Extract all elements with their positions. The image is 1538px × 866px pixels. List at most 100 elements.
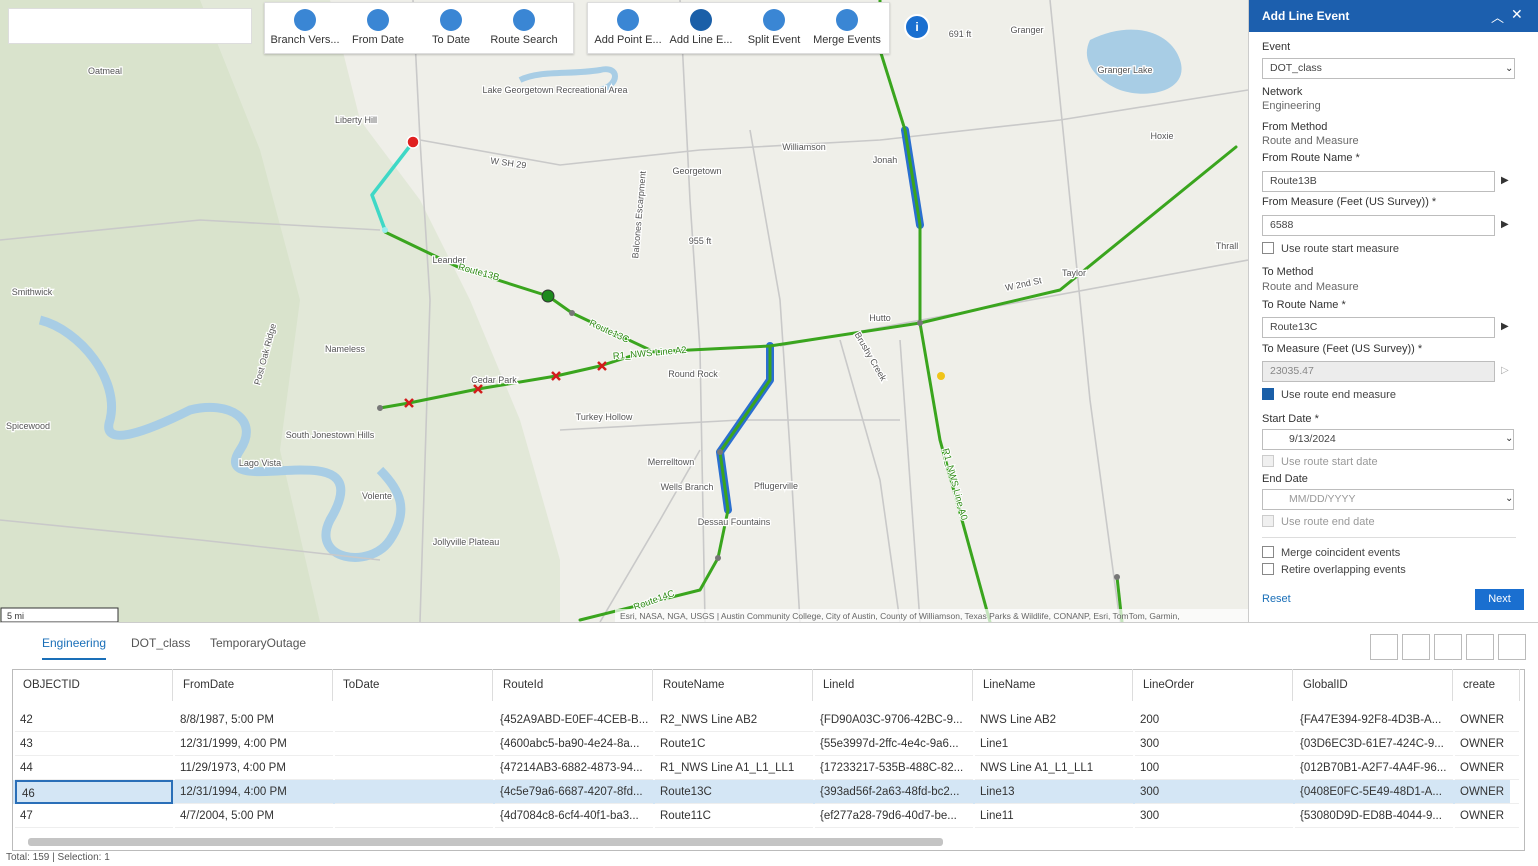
- table-cell[interactable]: [335, 732, 493, 756]
- column-header[interactable]: create: [1453, 669, 1520, 701]
- table-cell[interactable]: {17233217-535B-488C-82...: [815, 756, 973, 780]
- table-cell[interactable]: [335, 780, 493, 804]
- checkbox[interactable]: Use route end measure: [1262, 388, 1396, 402]
- table-cell[interactable]: 12/31/1994, 4:00 PM: [175, 780, 333, 804]
- end-date-input[interactable]: MM/DD/YYYY: [1262, 489, 1514, 510]
- tool-button[interactable]: From Date: [342, 3, 414, 53]
- map[interactable]: Oatmeal Granger Granger Lake Lake Georgetow…: [0, 0, 1248, 622]
- table-cell[interactable]: R1_NWS Line A1_L1_LL1: [655, 756, 813, 780]
- column-header[interactable]: RouteId: [493, 669, 653, 701]
- tool-button[interactable]: Merge Events: [811, 3, 883, 53]
- next-button[interactable]: Next: [1475, 589, 1524, 610]
- table-cell[interactable]: [335, 756, 493, 780]
- table-cell[interactable]: 11/29/1973, 4:00 PM: [175, 756, 333, 780]
- checkbox[interactable]: Merge coincident events: [1262, 546, 1400, 560]
- to-measure-input: 23035.47: [1262, 361, 1495, 382]
- table-cell[interactable]: 300: [1135, 780, 1293, 804]
- table-cell[interactable]: {4600abc5-ba90-4e24-8a...: [495, 732, 653, 756]
- table-cell[interactable]: {4d7084c8-6cf4-40f1-ba3...: [495, 804, 653, 828]
- column-name: RouteId: [503, 679, 544, 691]
- table-cell[interactable]: 200: [1135, 708, 1293, 732]
- table-cell[interactable]: 44: [15, 756, 173, 780]
- event-select[interactable]: DOT_class: [1262, 58, 1515, 79]
- table-cell[interactable]: OWNER: [1455, 780, 1519, 804]
- table-cell[interactable]: Line11: [975, 804, 1133, 828]
- table-tool[interactable]: [1466, 634, 1494, 660]
- tool-button[interactable]: To Date: [415, 3, 487, 53]
- to-route-input[interactable]: Route13C: [1262, 317, 1495, 338]
- collapse-button[interactable]: ︿: [1491, 10, 1505, 25]
- table-cell[interactable]: {452A9ABD-E0EF-4CEB-B...: [495, 708, 653, 732]
- pick-button[interactable]: ▶: [1501, 321, 1509, 332]
- table-cell[interactable]: OWNER: [1455, 708, 1519, 732]
- table-cell[interactable]: [335, 708, 493, 732]
- table-cell[interactable]: NWS Line A1_L1_LL1: [975, 756, 1133, 780]
- table-cell[interactable]: {ef277a28-79d6-40d7-be...: [815, 804, 973, 828]
- table-cell[interactable]: {53080D9D-ED8B-4044-9...: [1295, 804, 1453, 828]
- column-header[interactable]: FromDate: [173, 669, 333, 701]
- tool-button[interactable]: Route Search: [488, 3, 560, 53]
- tab[interactable]: DOT_class: [131, 636, 191, 650]
- table-cell[interactable]: Line1: [975, 732, 1133, 756]
- column-header[interactable]: ToDate: [333, 669, 493, 701]
- reset-button[interactable]: Reset: [1262, 593, 1291, 605]
- table-cell[interactable]: [335, 804, 493, 828]
- column-header[interactable]: GlobalID: [1293, 669, 1453, 701]
- pick-button[interactable]: ▶: [1501, 175, 1509, 186]
- table-cell[interactable]: 43: [15, 732, 173, 756]
- table-cell[interactable]: Route1C: [655, 732, 813, 756]
- tab[interactable]: Engineering: [42, 636, 107, 660]
- table-cell[interactable]: OWNER: [1455, 804, 1519, 828]
- table-cell[interactable]: {03D6EC3D-61E7-424C-9...: [1295, 732, 1453, 756]
- table-cell[interactable]: R2_NWS Line AB2: [655, 708, 813, 732]
- table-cell[interactable]: 47: [15, 804, 173, 828]
- checkbox[interactable]: Retire overlapping events: [1262, 563, 1406, 577]
- info-button[interactable]: [904, 14, 930, 40]
- tool-button[interactable]: Add Point E...: [592, 3, 664, 53]
- table-tool[interactable]: [1370, 634, 1398, 660]
- table-cell[interactable]: Route13C: [655, 780, 813, 804]
- table-tool[interactable]: [1434, 634, 1462, 660]
- tool-button[interactable]: Add Line E...: [665, 3, 737, 53]
- table-cell[interactable]: {012B70B1-A2F7-4A4F-96...: [1295, 756, 1453, 780]
- table-cell[interactable]: {0408E0FC-5E49-48D1-A...: [1295, 780, 1453, 804]
- table-cell[interactable]: OWNER: [1455, 756, 1519, 780]
- start-date-input[interactable]: 9/13/2024: [1262, 429, 1514, 450]
- table-cell[interactable]: 100: [1135, 756, 1293, 780]
- table-cell[interactable]: Line13: [975, 780, 1133, 804]
- table-cell[interactable]: 12/31/1999, 4:00 PM: [175, 732, 333, 756]
- table-cell[interactable]: NWS Line AB2: [975, 708, 1133, 732]
- table-cell[interactable]: {47214AB3-6882-4873-94...: [495, 756, 653, 780]
- table-cell[interactable]: OWNER: [1455, 732, 1519, 756]
- scrollbar[interactable]: [28, 838, 943, 846]
- column-header[interactable]: LineOrder: [1133, 669, 1293, 701]
- table-tool[interactable]: [1402, 634, 1430, 660]
- table-cell[interactable]: 300: [1135, 804, 1293, 828]
- from-measure-input[interactable]: 6588: [1262, 215, 1495, 236]
- checkbox: Use route start date: [1262, 455, 1378, 469]
- table-tool[interactable]: [1498, 634, 1526, 660]
- table-cell[interactable]: {4c5e79a6-6687-4207-8fd...: [495, 780, 653, 804]
- table-cell[interactable]: 46: [15, 780, 173, 804]
- tool-button[interactable]: Branch Vers...: [269, 3, 341, 53]
- table-cell[interactable]: 4/7/2004, 5:00 PM: [175, 804, 333, 828]
- column-header[interactable]: OBJECTID: [13, 669, 173, 701]
- table-cell[interactable]: {393ad56f-2a63-48fd-bc2...: [815, 780, 973, 804]
- table-cell[interactable]: Route11C: [655, 804, 813, 828]
- close-button[interactable]: ✕: [1511, 6, 1523, 22]
- table-cell[interactable]: {FD90A03C-9706-42BC-9...: [815, 708, 973, 732]
- divider: [1262, 537, 1516, 538]
- tab[interactable]: TemporaryOutage: [210, 636, 307, 650]
- checkbox[interactable]: Use route start measure: [1262, 242, 1399, 256]
- table-cell[interactable]: {FA47E394-92F8-4D3B-A...: [1295, 708, 1453, 732]
- from-route-input[interactable]: Route13B: [1262, 171, 1495, 192]
- pick-button[interactable]: ▶: [1501, 219, 1509, 230]
- table-cell[interactable]: 42: [15, 708, 173, 732]
- table-cell[interactable]: {55e3997d-2ffc-4e4c-9a6...: [815, 732, 973, 756]
- column-header[interactable]: LineId: [813, 669, 973, 701]
- table-cell[interactable]: 8/8/1987, 5:00 PM: [175, 708, 333, 732]
- tool-button[interactable]: Split Event: [738, 3, 810, 53]
- column-header[interactable]: LineName: [973, 669, 1133, 701]
- column-header[interactable]: RouteName: [653, 669, 813, 701]
- table-cell[interactable]: 300: [1135, 732, 1293, 756]
